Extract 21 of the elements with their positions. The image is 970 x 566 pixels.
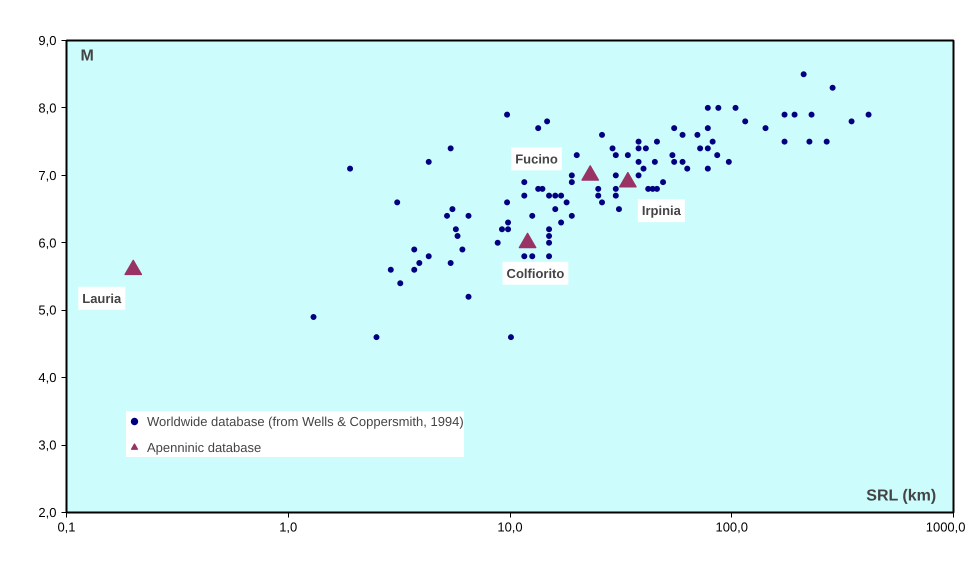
annotation: Fucino	[515, 151, 558, 166]
x-tick-label: 1,0	[279, 520, 298, 534]
y-tick-label: 2,0	[38, 505, 57, 520]
y-tick-label: 3,0	[38, 438, 57, 453]
x-tick-label: 100,0	[715, 520, 748, 534]
annotation: Irpinia	[642, 203, 682, 218]
y-tick-label: 7,0	[38, 168, 57, 183]
x-axis-title: SRL (km)	[866, 488, 936, 504]
y-tick-label: 6,0	[38, 235, 57, 250]
y-tick-label: 8,0	[38, 100, 57, 116]
x-tick-label: 10,0	[497, 520, 523, 534]
annotation: Lauria	[82, 290, 122, 306]
y-axis-title: M	[80, 48, 94, 64]
y-tick-label: 4,0	[38, 370, 57, 386]
x-tick-label: 1000,0	[926, 520, 966, 534]
legend-label: Worldwide database (from Wells & Coppersmith, 1994)	[147, 412, 464, 430]
y-tick-label: 9,0	[38, 33, 57, 48]
legend-label: Apenninic database	[147, 438, 262, 456]
y-tick-label: 5,0	[38, 302, 57, 318]
annotation: Colfiorito	[506, 266, 564, 281]
x-tick-label: 0,1	[57, 520, 76, 534]
